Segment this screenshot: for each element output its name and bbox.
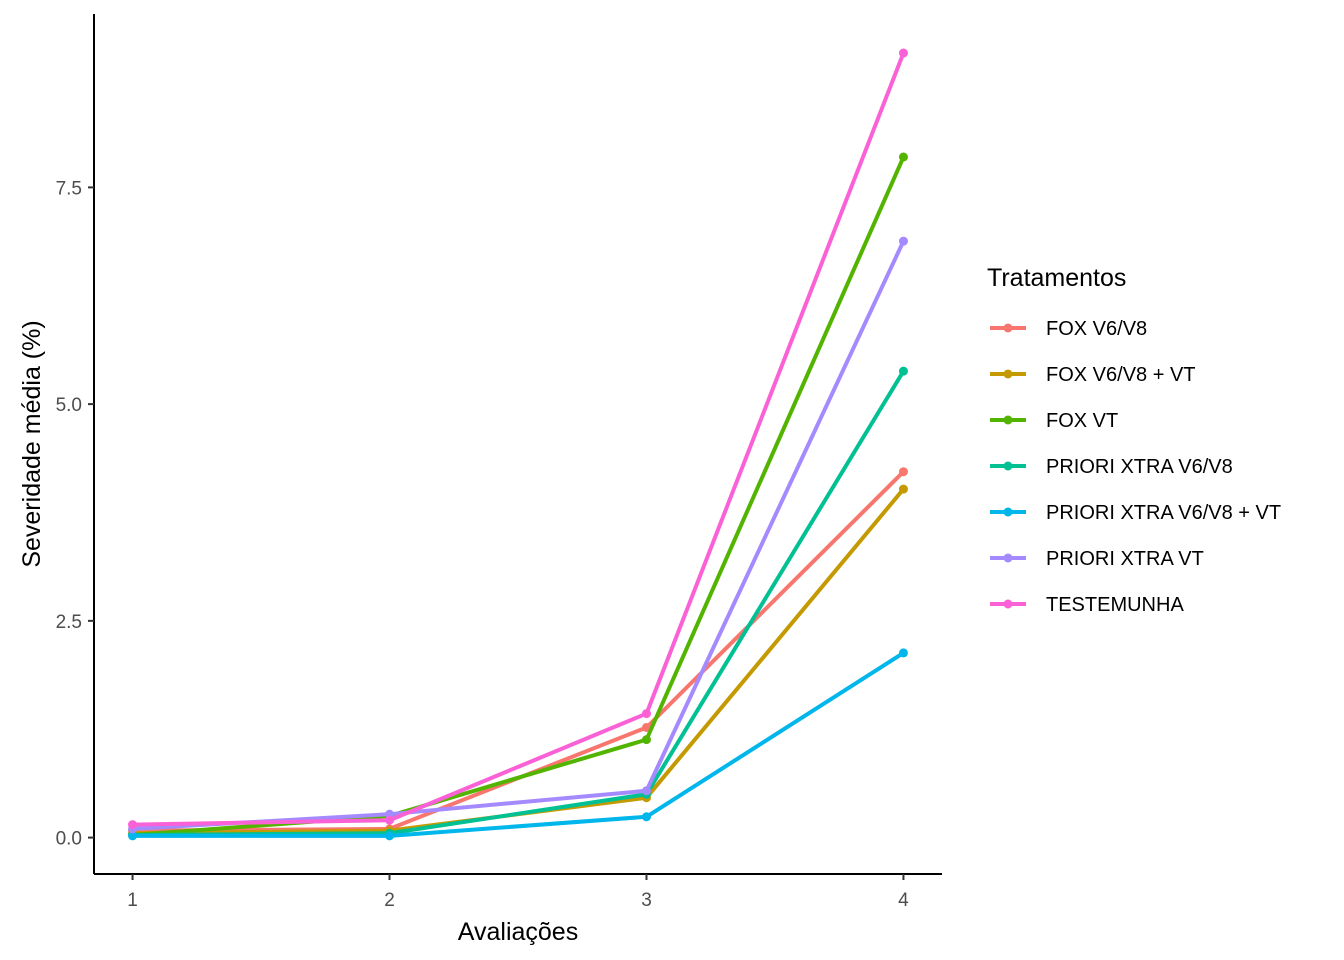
y-tick-label: 7.5 xyxy=(56,178,82,199)
x-tick-label: 1 xyxy=(127,890,138,911)
x-tick-label: 3 xyxy=(641,890,652,911)
x-ticks: 1 2 3 4 xyxy=(127,874,909,911)
y-tick-label: 5.0 xyxy=(56,395,82,416)
data-point xyxy=(898,236,908,246)
data-point xyxy=(385,815,395,825)
data-point xyxy=(128,820,138,830)
legend-key-point xyxy=(1003,507,1013,517)
series-line xyxy=(130,239,906,831)
legend-key-point xyxy=(1003,461,1013,471)
legend-label: FOX V6/V8 xyxy=(1046,318,1147,340)
y-tick-label: 0.0 xyxy=(56,829,82,850)
data-point xyxy=(898,484,908,494)
series-line xyxy=(130,487,906,836)
series-1 xyxy=(128,484,908,838)
legend-label: PRIORI XTRA VT xyxy=(1046,548,1204,570)
series-line xyxy=(130,155,906,837)
series-2 xyxy=(128,152,908,840)
legend-label: FOX V6/V8 + VT xyxy=(1046,364,1196,386)
y-tick-label: 2.5 xyxy=(56,612,82,633)
data-point xyxy=(898,48,908,58)
data-point xyxy=(641,735,651,745)
data-point xyxy=(385,831,395,841)
series-5 xyxy=(128,236,908,834)
data-point xyxy=(128,831,138,841)
legend-label: TESTEMUNHA xyxy=(1046,594,1184,616)
legend-items: FOX V6/V8 FOX V6/V8 + VT FOX VT PRIORI XTRA… xyxy=(990,318,1281,616)
data-point xyxy=(898,366,908,376)
series-6 xyxy=(128,48,908,830)
legend-key-point xyxy=(1003,415,1013,425)
series-line xyxy=(130,51,906,827)
legend-label: PRIORI XTRA V6/V8 + VT xyxy=(1046,502,1281,524)
legend-title: Tratamentos xyxy=(987,264,1126,292)
data-point xyxy=(641,812,651,822)
data-point xyxy=(898,152,908,162)
series-line xyxy=(130,650,906,838)
data-point xyxy=(641,786,651,796)
legend-item: PRIORI XTRA VT xyxy=(990,548,1204,570)
legend-item: FOX VT xyxy=(990,410,1118,432)
legend-item: FOX V6/V8 + VT xyxy=(990,364,1196,386)
data-point xyxy=(641,709,651,719)
x-tick-label: 2 xyxy=(384,890,395,911)
y-ticks: 0.0 2.5 5.0 7.5 xyxy=(56,178,94,850)
series-0 xyxy=(128,467,908,836)
legend-item: FOX V6/V8 xyxy=(990,318,1147,340)
legend-item: TESTEMUNHA xyxy=(990,594,1184,616)
data-point xyxy=(898,467,908,477)
data-point xyxy=(898,648,908,658)
legend-label: PRIORI XTRA V6/V8 xyxy=(1046,456,1233,478)
x-axis-title: Avaliações xyxy=(458,918,578,946)
series-4 xyxy=(128,648,908,841)
legend-label: FOX VT xyxy=(1046,410,1118,432)
legend-item: PRIORI XTRA V6/V8 xyxy=(990,456,1233,478)
axes-layer xyxy=(93,14,942,875)
series-layer xyxy=(128,48,908,841)
legend-key-point xyxy=(1003,553,1013,563)
y-axis-title: Severidade média (%) xyxy=(18,320,46,567)
legend-key-point xyxy=(1003,599,1013,609)
legend-key-point xyxy=(1003,369,1013,379)
legend-key-point xyxy=(1003,323,1013,333)
legend-item: PRIORI XTRA V6/V8 + VT xyxy=(990,502,1281,524)
x-tick-label: 4 xyxy=(898,890,909,911)
